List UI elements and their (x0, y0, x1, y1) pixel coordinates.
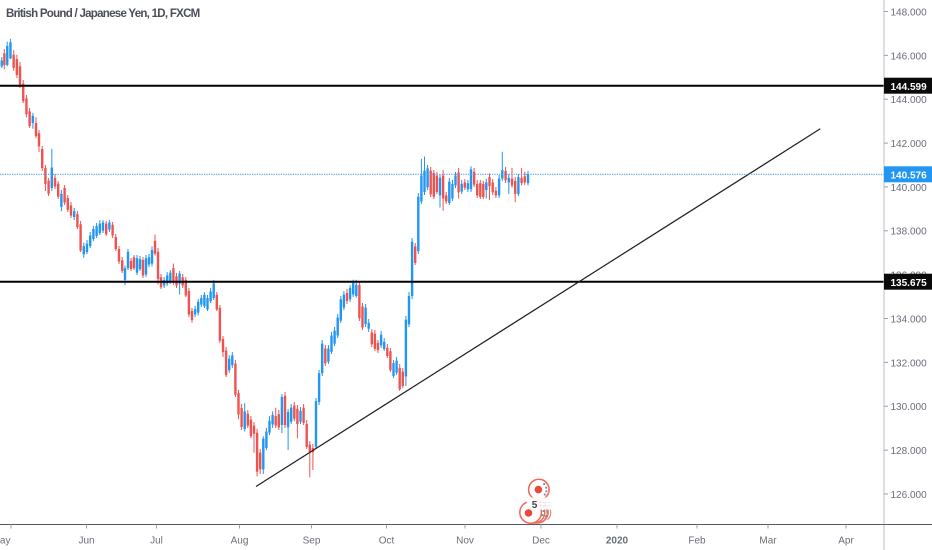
svg-text:144.599: 144.599 (891, 82, 928, 93)
svg-text:Apr: Apr (838, 536, 854, 547)
svg-text:140.576: 140.576 (891, 170, 928, 181)
svg-text:∷∷: ∷∷ (540, 500, 550, 509)
svg-text:138.000: 138.000 (891, 227, 928, 238)
svg-text:Feb: Feb (688, 536, 706, 547)
svg-text:Dec: Dec (532, 536, 550, 547)
svg-text:144.000: 144.000 (891, 95, 928, 106)
svg-text:135.675: 135.675 (891, 278, 928, 289)
svg-text:Jul: Jul (150, 536, 163, 547)
svg-text:148.000: 148.000 (891, 7, 928, 18)
svg-text:140.000: 140.000 (891, 183, 928, 194)
svg-text:Oct: Oct (379, 536, 395, 547)
svg-text:134.000: 134.000 (891, 314, 928, 325)
svg-text:Nov: Nov (456, 536, 474, 547)
svg-text:Sep: Sep (303, 536, 321, 547)
svg-text:Jun: Jun (78, 536, 94, 547)
svg-text:5: 5 (532, 500, 538, 511)
svg-text:128.000: 128.000 (891, 446, 928, 457)
svg-text:130.000: 130.000 (891, 402, 928, 413)
svg-text:May: May (0, 536, 10, 547)
svg-text:Mar: Mar (759, 536, 777, 547)
svg-text:Aug: Aug (231, 536, 249, 547)
svg-text:126.000: 126.000 (891, 490, 928, 501)
svg-text:146.000: 146.000 (891, 51, 928, 62)
svg-text:132.000: 132.000 (891, 358, 928, 369)
svg-text:2020: 2020 (606, 536, 629, 547)
svg-text:142.000: 142.000 (891, 139, 928, 150)
